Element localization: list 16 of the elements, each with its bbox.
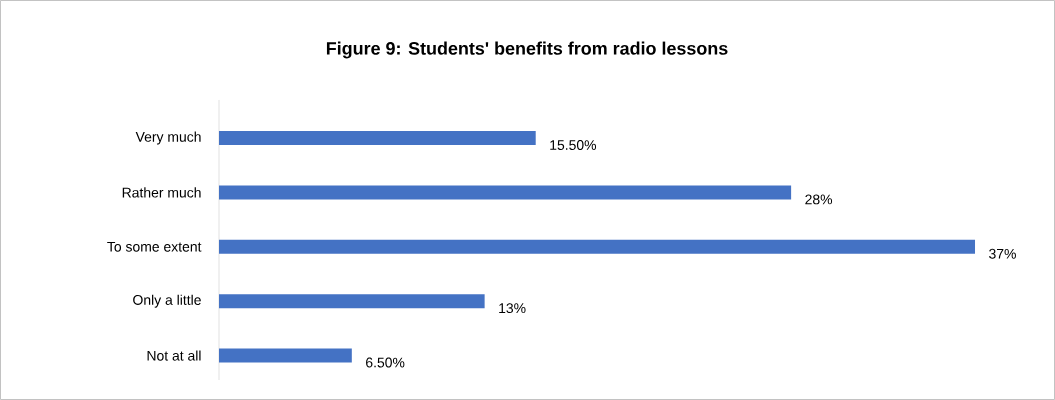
data-label: 15.50% [550, 140, 597, 150]
bar [219, 294, 485, 309]
y-tick-label: Not at all [147, 350, 201, 361]
bar [219, 131, 536, 146]
data-label: 37% [989, 248, 1016, 259]
y-tick-label: Very much [135, 131, 201, 145]
bar [219, 239, 976, 254]
data-label: 6.50% [366, 357, 405, 368]
y-tick-label: Rather much [122, 187, 201, 198]
y-tick-label: To some extent [107, 241, 202, 252]
chart-title: Figure 9: Students' benefits from radio lessons [326, 41, 728, 59]
y-tick-label: Only a little [133, 294, 201, 308]
bar [219, 185, 792, 200]
data-label: 13% [499, 303, 526, 314]
bar [219, 348, 352, 363]
data-label: 28% [805, 194, 833, 205]
